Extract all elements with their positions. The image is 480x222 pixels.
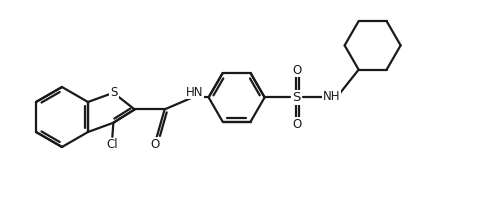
Text: O: O — [292, 118, 301, 131]
Text: S: S — [292, 91, 301, 104]
Text: S: S — [111, 86, 118, 99]
Text: O: O — [292, 64, 301, 77]
Text: O: O — [150, 138, 159, 151]
Text: HN: HN — [186, 86, 204, 99]
Text: NH: NH — [323, 90, 340, 103]
Text: Cl: Cl — [107, 138, 118, 151]
